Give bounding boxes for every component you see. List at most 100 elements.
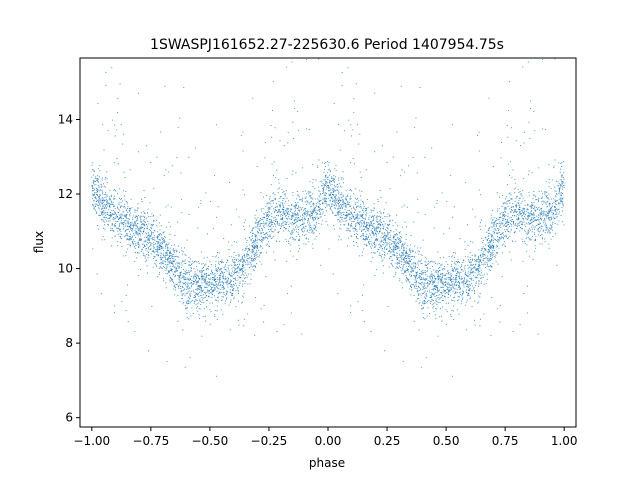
data-point [462, 293, 464, 295]
data-point [550, 218, 553, 220]
data-point [434, 302, 436, 304]
data-point [256, 263, 258, 265]
data-point [99, 194, 101, 196]
data-point [160, 266, 162, 268]
data-point [250, 231, 252, 233]
data-point [546, 217, 548, 219]
data-point [432, 303, 434, 305]
data-point [335, 176, 337, 178]
data-point [138, 245, 140, 247]
data-point [363, 208, 365, 210]
data-point [282, 208, 284, 210]
data-point [244, 229, 246, 231]
data-point [201, 290, 204, 293]
data-point [471, 259, 474, 261]
data-point [213, 174, 216, 177]
data-point [372, 242, 375, 244]
data-point [413, 270, 415, 272]
data-point [303, 234, 305, 236]
data-point [152, 250, 154, 252]
data-point [411, 286, 413, 288]
data-point [305, 225, 307, 227]
data-point [410, 283, 412, 285]
data-point [191, 285, 193, 287]
data-point [199, 294, 201, 296]
data-point [543, 229, 545, 231]
data-point [352, 158, 354, 160]
data-point [334, 196, 336, 198]
data-point [312, 209, 314, 211]
data-point [260, 245, 262, 248]
data-point [112, 206, 115, 208]
data-point [205, 276, 207, 278]
data-point [240, 268, 242, 270]
data-point [104, 239, 106, 241]
data-point [272, 81, 274, 83]
data-point [116, 221, 118, 223]
data-point [190, 266, 192, 269]
data-point [121, 238, 123, 240]
data-point [281, 217, 283, 219]
data-point [312, 219, 314, 221]
data-point [249, 256, 251, 259]
data-point [543, 222, 545, 224]
data-point [120, 198, 122, 201]
data-point [147, 225, 149, 227]
data-point [523, 142, 525, 144]
data-point [351, 226, 353, 228]
data-point [127, 229, 129, 231]
data-point [255, 222, 257, 225]
data-point [93, 170, 95, 172]
data-point [399, 238, 401, 240]
data-point [374, 245, 376, 247]
data-point [234, 268, 236, 270]
data-point [420, 278, 422, 280]
data-point [343, 218, 345, 220]
data-point [128, 235, 130, 237]
data-point [280, 202, 282, 204]
data-point [362, 225, 364, 227]
data-point [309, 181, 311, 183]
data-point [412, 268, 414, 270]
data-point [196, 293, 198, 295]
data-point [226, 297, 228, 299]
data-point [540, 197, 542, 199]
data-point [154, 251, 156, 253]
data-point [415, 280, 417, 282]
data-point [469, 288, 471, 290]
data-point [247, 262, 249, 264]
data-point [405, 258, 408, 260]
data-point [162, 263, 164, 265]
data-point [111, 203, 113, 205]
data-point [489, 264, 491, 266]
data-point [147, 247, 149, 249]
data-point [175, 267, 178, 269]
data-point [113, 216, 115, 219]
data-point [323, 171, 325, 173]
data-point [190, 267, 192, 269]
data-point [312, 247, 314, 249]
data-point [478, 268, 480, 270]
data-point [153, 237, 155, 239]
data-point [297, 206, 299, 208]
data-point [251, 232, 253, 235]
data-point [392, 225, 394, 227]
data-point [521, 238, 523, 240]
data-point [138, 92, 140, 94]
data-point [170, 263, 173, 265]
data-point [455, 292, 457, 294]
data-point [434, 292, 436, 294]
data-point [109, 197, 111, 199]
data-point [219, 261, 221, 263]
data-point [259, 239, 262, 241]
data-point [278, 205, 280, 207]
data-point [158, 242, 160, 244]
data-point [127, 221, 129, 223]
data-point [126, 239, 128, 241]
data-point [395, 222, 397, 224]
data-point [193, 282, 195, 284]
data-point [428, 300, 430, 302]
data-point [556, 212, 558, 214]
data-point [283, 324, 285, 326]
data-point [217, 284, 219, 286]
